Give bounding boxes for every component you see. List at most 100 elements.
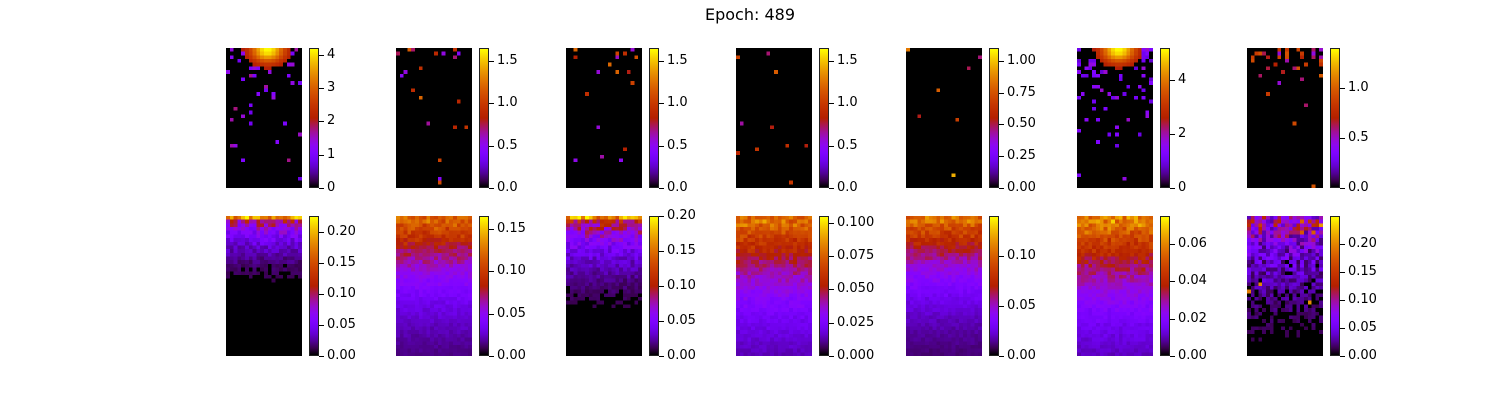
colorbar-tick-label: 0.15 [327, 255, 356, 270]
colorbar-tick [999, 306, 1004, 307]
colorbar [309, 216, 319, 356]
heatmap-image [226, 48, 302, 188]
colorbar-tick [319, 232, 324, 233]
colorbar-tick [1340, 356, 1345, 357]
colorbar-tick [829, 223, 834, 224]
colorbar [1160, 216, 1170, 356]
heatmap-image [1077, 48, 1153, 188]
colorbar-tick [319, 325, 324, 326]
colorbar-tick-label: 0.15 [497, 221, 526, 236]
colorbar-tick [319, 263, 324, 264]
colorbar-tick [319, 155, 324, 156]
colorbar-tick-label: 0.5 [667, 138, 688, 153]
colorbar-tick-label: 0.00 [1348, 348, 1377, 363]
heatmap-image [1077, 216, 1153, 356]
colorbar [819, 48, 829, 188]
colorbar-tick [489, 103, 494, 104]
colorbar-tick [659, 188, 664, 189]
colorbar-tick-label: 3 [327, 80, 336, 95]
colorbar-tick [319, 121, 324, 122]
colorbar-tick-label: 1.0 [1348, 80, 1369, 95]
colorbar-tick [829, 146, 834, 147]
heatmap-image [396, 216, 472, 356]
colorbar-tick-label: 1.5 [667, 53, 688, 68]
heatmap-image [1247, 216, 1323, 356]
colorbar-tick-label: 0.02 [1178, 311, 1207, 326]
colorbar-tick [999, 156, 1004, 157]
colorbar-tick [1170, 356, 1175, 357]
colorbar-tick [1170, 244, 1175, 245]
heatmap-panel [906, 216, 982, 356]
colorbar-tick [319, 294, 324, 295]
colorbar-tick-label: 4 [1178, 72, 1187, 87]
colorbar-tick-label: 0.0 [497, 180, 518, 195]
colorbar-tick [1340, 244, 1345, 245]
heatmap-panel [1077, 216, 1153, 356]
colorbar-tick [999, 188, 1004, 189]
colorbar-tick [829, 61, 834, 62]
colorbar-tick [829, 188, 834, 189]
heatmap-panel [566, 48, 642, 188]
heatmap-panel [566, 216, 642, 356]
colorbar-tick-label: 0.075 [837, 248, 875, 263]
heatmap-panel [736, 216, 812, 356]
heatmap-panel [396, 48, 472, 188]
colorbar [989, 48, 999, 188]
colorbar-tick [319, 188, 324, 189]
heatmap-panel [1247, 216, 1323, 356]
colorbar-tick [659, 146, 664, 147]
colorbar-tick-label: 0.15 [667, 243, 696, 258]
colorbar-tick [999, 93, 1004, 94]
colorbar-tick-label: 4 [327, 47, 336, 62]
colorbar-tick-label: 0.05 [327, 317, 356, 332]
colorbar-tick [829, 356, 834, 357]
colorbar-tick-label: 1.0 [837, 95, 858, 110]
colorbar-tick-label: 1.00 [1007, 53, 1036, 68]
figure-title: Epoch: 489 [704, 5, 795, 24]
colorbar-tick [319, 356, 324, 357]
colorbar-tick [489, 229, 494, 230]
colorbar [1330, 216, 1340, 356]
colorbar-tick [1170, 319, 1175, 320]
heatmap-image [906, 216, 982, 356]
colorbar-tick-label: 0.100 [837, 215, 875, 230]
heatmap-image [1247, 48, 1323, 188]
colorbar-tick [1170, 80, 1175, 81]
colorbar-tick-label: 0.0 [1348, 180, 1369, 195]
colorbar-tick [659, 286, 664, 287]
colorbar [989, 216, 999, 356]
colorbar [649, 216, 659, 356]
colorbar-tick-label: 0.050 [837, 281, 875, 296]
colorbar-tick [829, 256, 834, 257]
colorbar-tick [999, 256, 1004, 257]
colorbar-tick-label: 1.5 [497, 53, 518, 68]
colorbar-tick-label: 1.5 [837, 53, 858, 68]
colorbar-tick-label: 0.10 [1348, 292, 1377, 307]
heatmap-panel [906, 48, 982, 188]
colorbar-tick-label: 0.00 [327, 348, 356, 363]
colorbar [1160, 48, 1170, 188]
colorbar-tick-label: 0.10 [497, 263, 526, 278]
colorbar-tick-label: 0.20 [667, 208, 696, 223]
heatmap-image [906, 48, 982, 188]
colorbar-tick [1170, 281, 1175, 282]
colorbar-tick [659, 216, 664, 217]
heatmap-image [566, 216, 642, 356]
colorbar-tick-label: 0.0 [837, 180, 858, 195]
colorbar-tick [489, 356, 494, 357]
colorbar-tick-label: 0.25 [1007, 148, 1036, 163]
heatmap-image [226, 216, 302, 356]
heatmap-image [736, 216, 812, 356]
colorbar [479, 48, 489, 188]
colorbar-tick-label: 0.000 [837, 348, 875, 363]
colorbar-tick [659, 103, 664, 104]
colorbar-tick-label: 0.05 [667, 313, 696, 328]
colorbar-tick [829, 289, 834, 290]
colorbar [649, 48, 659, 188]
heatmap-panel [226, 48, 302, 188]
colorbar-tick-label: 0.0 [667, 180, 688, 195]
colorbar-tick-label: 1.0 [667, 95, 688, 110]
colorbar [479, 216, 489, 356]
colorbar-tick-label: 0.06 [1178, 236, 1207, 251]
